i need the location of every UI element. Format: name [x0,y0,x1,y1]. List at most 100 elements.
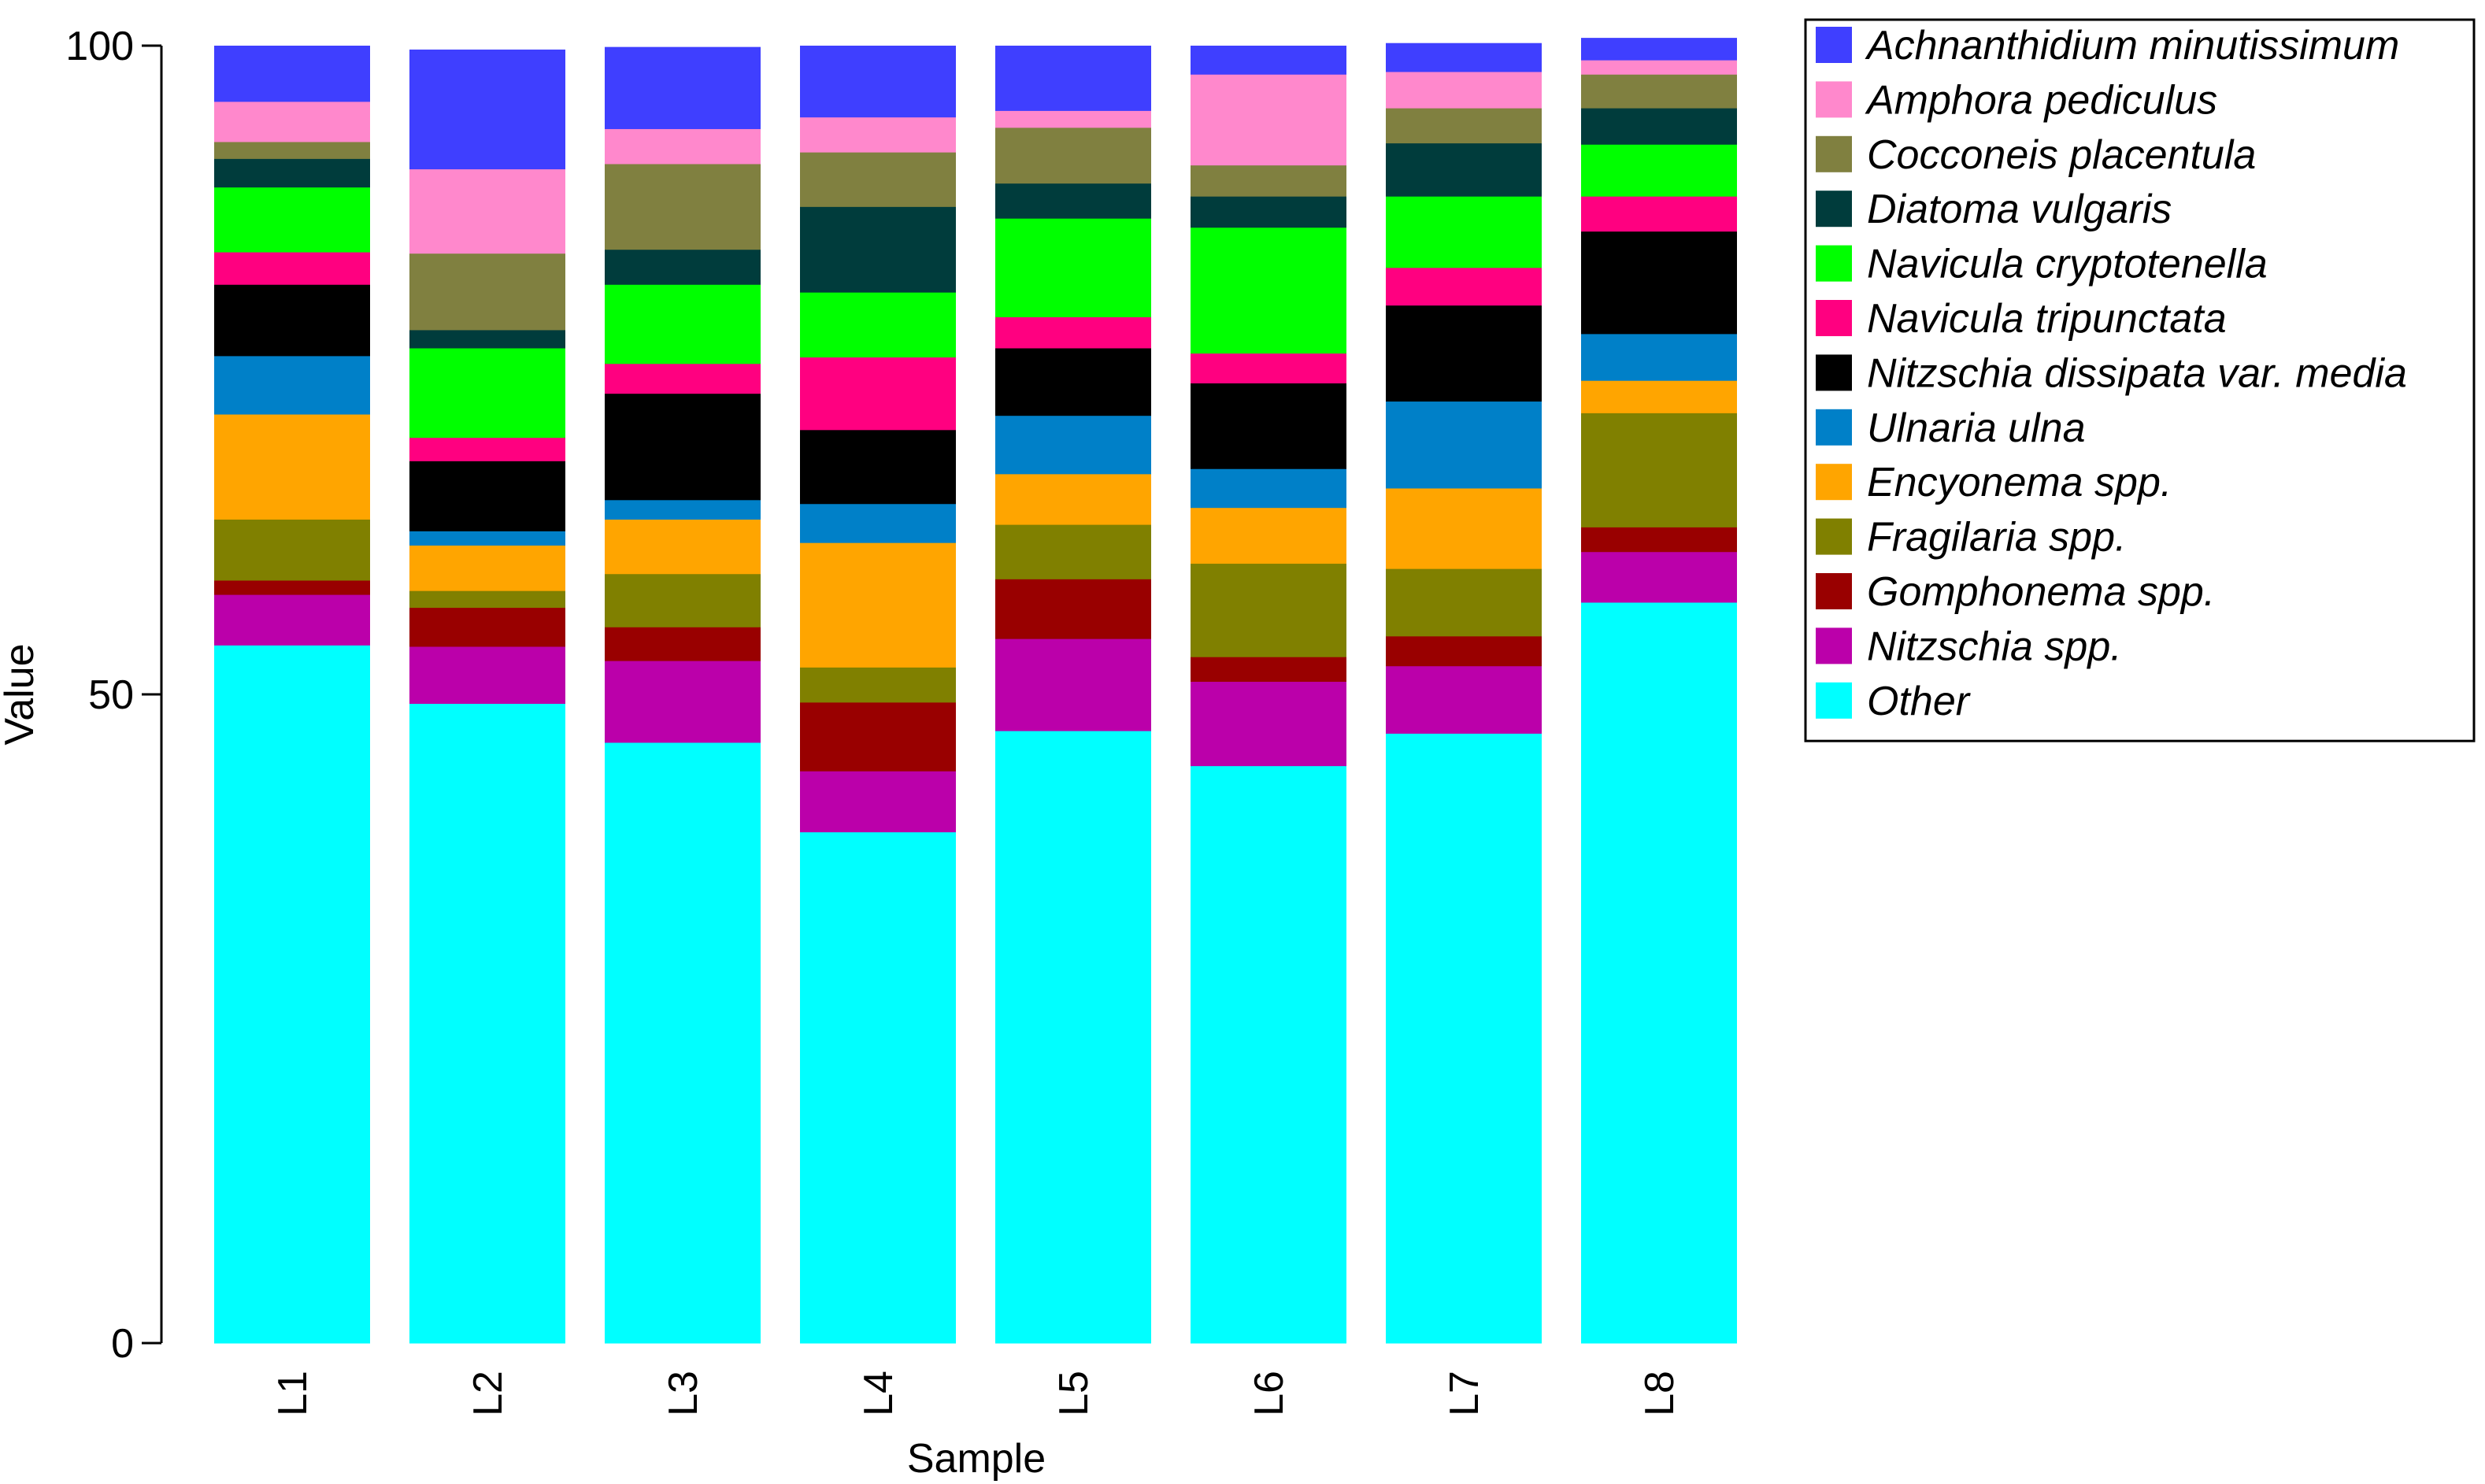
bar-segment-l4-navicula-tripunctata [800,357,956,431]
legend-item-amphora-pediculus: Amphora pediculus [1816,77,2217,123]
bar-segment-l1-encyonema-spp [214,414,370,520]
bar-segment-l7-fragilaria-spp [1386,568,1542,637]
bar-segment-l7-nitzschia-dissipata-var-media [1386,305,1542,402]
bar-segment-l4-nitzschia-spp [800,771,956,833]
bar-segment-l7-amphora-pediculus [1386,71,1542,109]
legend-label: Encyonema spp. [1867,460,2172,505]
bar-segment-l3-cocconeis-placentula [605,163,761,250]
bar-segment-l1-fragilaria-spp [214,519,370,581]
bar-segment-l1-other [214,645,370,1344]
legend-item-nitzschia-dissipata-var-media: Nitzschia dissipata var. media [1816,350,2407,396]
bars-layer [214,38,1737,1344]
bar-segment-l4-navicula-cryptotenella [800,292,956,358]
bar-segment-l2-nitzschia-dissipata-var-media [409,461,565,531]
legend-swatch [1816,409,1852,446]
legend-swatch [1816,191,1852,228]
legend-item-gomphonema-spp: Gomphonema spp. [1816,569,2215,615]
bar-segment-l4-amphora-pediculus [800,117,956,153]
bar-segment-l3-diatoma-vulgaris [605,249,761,285]
bar-segment-l3-fragilaria-spp [605,573,761,627]
bar-segment-l2-navicula-tripunctata [409,437,565,461]
legend-label: Fragilaria spp. [1867,515,2126,561]
bar-segment-l2-nitzschia-spp [409,646,565,705]
bar-segment-l8-achnanthidium-minutissimum [1581,38,1737,61]
bar-segment-l6-nitzschia-spp [1191,681,1346,767]
bar-segment-l7-ulnaria-ulna [1386,401,1542,489]
bar-segment-l4-achnanthidium-minutissimum [800,46,956,118]
legend-item-diatoma-vulgaris: Diatoma vulgaris [1816,187,2172,232]
legend-label: Achnanthidium minutissimum [1865,23,2399,68]
bar-group-l8 [1581,38,1737,1344]
bar-group-l6 [1191,46,1346,1344]
legend-box [1804,18,2476,742]
bar-segment-l4-cocconeis-placentula [800,152,956,207]
bar-segment-l5-nitzschia-spp [995,638,1151,731]
bar-segment-l3-nitzschia-dissipata-var-media [605,393,761,501]
legend-label: Ulnaria ulna [1867,405,2086,451]
bar-segment-l6-cocconeis-placentula [1191,165,1346,197]
legend-item-fragilaria-spp: Fragilaria spp. [1816,515,2126,561]
bar-segment-l8-other [1581,601,1737,1344]
legend: Achnanthidium minutissimum Amphora pedicu… [1804,18,2476,742]
bar-segment-l7-achnanthidium-minutissimum [1386,43,1542,72]
bar-segment-l7-other [1386,733,1542,1344]
legend-swatch [1816,81,1852,118]
bar-segment-l7-encyonema-spp [1386,487,1542,569]
bar-segment-l5-achnanthidium-minutissimum [995,46,1151,111]
bar-segment-l5-cocconeis-placentula [995,127,1151,184]
x-tick-label: L8 [1637,1371,1683,1416]
bar-segment-l1-achnanthidium-minutissimum [214,46,370,102]
legend-swatch [1816,27,1852,63]
bar-segment-l3-achnanthidium-minutissimum [605,46,761,129]
bar-segment-l8-encyonema-spp [1581,380,1737,413]
bar-segment-l2-encyonema-spp [409,545,565,591]
bar-segment-l6-fragilaria-spp [1191,563,1346,657]
legend-item-achnanthidium-minutissimum: Achnanthidium minutissimum [1816,23,2399,68]
bar-segment-l4-ulnaria-ulna [800,503,956,543]
bar-segment-l5-nitzschia-dissipata-var-media [995,347,1151,416]
bar-segment-l6-amphora-pediculus [1191,74,1346,166]
legend-swatch [1816,464,1852,501]
legend-label: Other [1867,679,1972,724]
bar-segment-l6-ulnaria-ulna [1191,468,1346,509]
y-tick-label: 0 [111,1321,134,1367]
bar-segment-l8-cocconeis-placentula [1581,74,1737,109]
bar-segment-l2-ulnaria-ulna [409,531,565,546]
bar-segment-l7-navicula-cryptotenella [1386,196,1542,268]
bar-segment-l8-navicula-tripunctata [1581,196,1737,232]
bar-segment-l1-amphora-pediculus [214,101,370,142]
x-ticks: L1 L2 L3 L4 L5 L6 L7 L8 [270,1371,1683,1416]
x-axis-title: Sample [907,1436,1046,1482]
bar-segment-l4-nitzschia-dissipata-var-media [800,429,956,505]
legend-label: Navicula tripunctata [1867,296,2227,342]
bar-segment-l1-navicula-tripunctata [214,252,370,285]
legend-item-navicula-cryptotenella: Navicula cryptotenella [1816,242,2268,287]
bar-segment-l4-diatoma-vulgaris [800,206,956,293]
bar-segment-l3-gomphonema-spp [605,627,761,661]
bar-segment-l8-fragilaria-spp [1581,413,1737,527]
x-tick-label: L2 [465,1371,511,1416]
x-tick-label: L1 [270,1371,316,1416]
bar-group-l4 [800,46,956,1344]
bar-segment-l3-amphora-pediculus [605,128,761,165]
bar-segment-l3-nitzschia-spp [605,661,761,743]
legend-item-cocconeis-placentula: Cocconeis placentula [1816,132,2256,178]
bar-segment-l5-other [995,731,1151,1344]
bar-segment-l3-encyonema-spp [605,519,761,575]
bar-segment-l8-diatoma-vulgaris [1581,108,1737,145]
legend-swatch [1816,300,1852,336]
bar-segment-l2-gomphonema-spp [409,607,565,647]
y-tick-label: 50 [88,672,134,718]
legend-label: Gomphonema spp. [1867,569,2215,615]
bar-segment-l2-diatoma-vulgaris [409,329,565,349]
legend-swatch [1816,573,1852,609]
bar-segment-l5-fragilaria-spp [995,524,1151,579]
bar-segment-l7-diatoma-vulgaris [1386,142,1542,197]
bar-segment-l1-navicula-cryptotenella [214,187,370,253]
bar-segment-l5-encyonema-spp [995,473,1151,525]
bar-segment-l7-gomphonema-spp [1386,635,1542,667]
bar-segment-l1-diatoma-vulgaris [214,158,370,188]
bar-segment-l5-ulnaria-ulna [995,415,1151,475]
legend-item-navicula-tripunctata: Navicula tripunctata [1816,296,2227,342]
